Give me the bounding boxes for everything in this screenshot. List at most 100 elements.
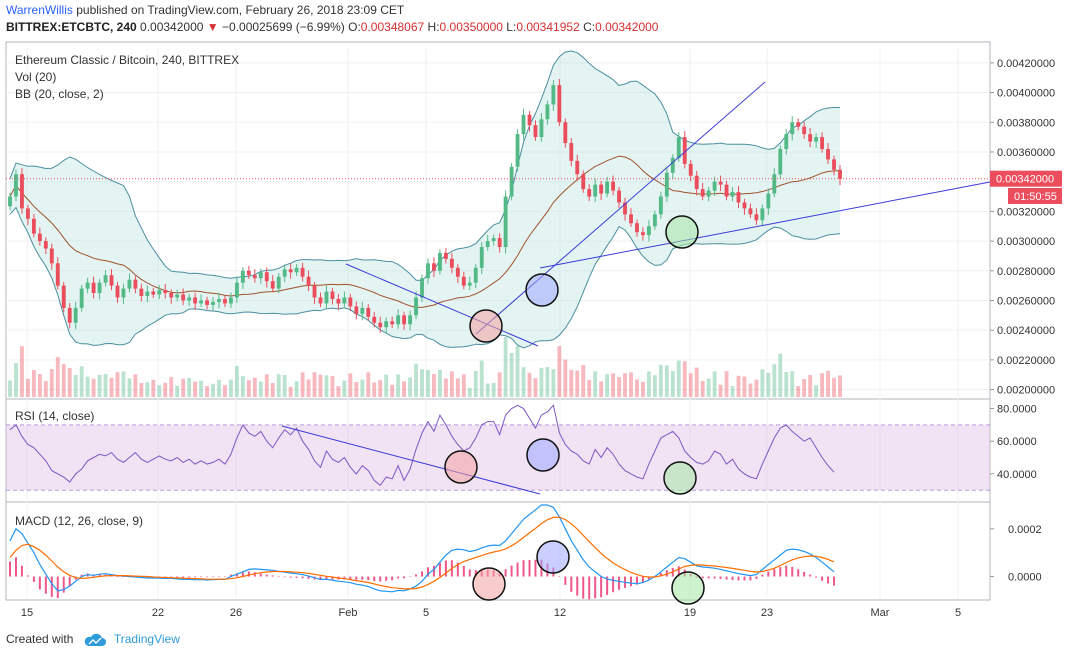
candle-body [664,172,669,197]
histogram-bar [217,576,220,578]
histogram-bar [564,576,567,585]
trend-lines[interactable] [281,81,991,495]
trend-line-rsi[interactable] [281,425,541,495]
volume-bar [617,377,621,397]
price-axis[interactable]: 0.00420000 0.00400000 0.00380000 0.00360000… [990,58,1055,397]
candle-body [169,293,174,298]
tradingview-link[interactable]: TradingView [113,632,180,646]
volume-bar [646,371,651,397]
trend-line-down-price[interactable] [345,263,539,347]
volume-bar [246,380,251,397]
candle-body [778,148,783,175]
histogram-bar [80,574,83,577]
candle-body [8,196,12,207]
volume-bar [581,365,586,397]
trend-line-up-steep[interactable] [475,81,766,335]
histogram-bar [797,569,800,577]
volume-bar [270,383,275,397]
candle-body [629,214,633,224]
histogram-bar [432,565,435,577]
volume-bar [252,377,257,397]
histogram-bar [265,574,268,577]
volume-bar [503,337,508,397]
time-tick-label: Feb [339,607,358,619]
histogram-bar [9,561,11,577]
candle-body [67,307,72,323]
histogram-bar [809,574,812,577]
open-label: O: [348,20,361,34]
volume-bar [37,374,42,397]
rsi-tick-label: 40.0000 [997,469,1037,481]
volume-bar [306,379,311,397]
rsi-axis[interactable]: 80.0000 60.0000 40.0000 [990,404,1037,481]
candle-body [432,263,436,271]
candle-body [641,232,645,236]
volume-bar [694,367,699,397]
volume-bar [533,378,538,397]
circle-blue-rsi[interactable] [526,438,560,472]
volume-bar [396,374,401,397]
price-tag-box [990,170,1062,187]
macd-axis[interactable]: 0.0002 0.0000 [990,524,1042,584]
histogram-bar [456,562,459,577]
candle-body [360,307,365,314]
histogram-bar [665,570,668,577]
author-link[interactable]: WarrenWillis [6,3,73,17]
candle-body [25,208,30,219]
candle-body [205,300,209,305]
volume-bar [139,383,144,397]
rsi-tick-label: 60.0000 [997,436,1037,448]
circle-blue-price[interactable] [525,273,559,307]
histogram-bar [38,576,41,590]
volume-bar [539,367,544,397]
volume-bar [276,374,281,397]
volume-bar [229,379,233,397]
candle-body [175,294,180,298]
histogram-bar [612,576,615,593]
histogram-bar [444,560,447,577]
circle-blue-macd[interactable] [536,540,570,574]
histogram-bar [606,576,609,595]
histogram-bar [122,576,125,578]
candle-body [211,301,215,305]
trend-line-support[interactable] [539,181,991,269]
volume-bar [461,374,466,397]
circle-green-price[interactable] [665,215,699,249]
volume-bar [838,375,842,397]
volume-bar [587,380,592,397]
volume-bar [145,382,150,397]
candle-body [14,174,18,197]
volume-bar [8,380,12,397]
candle-body [587,189,592,197]
volume-bar [772,364,777,397]
price-tick-label: 0.00200000 [997,385,1055,397]
rsi-band [6,424,990,491]
circle-green-macd[interactable] [671,571,705,605]
time-axis[interactable]: 15 22 26 Feb 5 12 19 23 Mar 5 [21,607,961,619]
histogram-bar [725,576,728,580]
circle-red-price[interactable] [469,309,503,343]
candle-body [670,157,675,173]
volume-bar [85,376,90,397]
chart-canvas[interactable]: Ethereum Classic / Bitcoin, 240, BITTREX… [0,40,1068,626]
circle-green-rsi[interactable] [663,461,697,495]
circle-red-rsi[interactable] [444,450,478,484]
time-tick-label: 23 [761,607,773,619]
volume-bar [414,363,418,397]
volume-bar [390,384,395,397]
histogram-bar [331,576,334,580]
histogram-bar [803,571,806,577]
histogram-bar [576,576,579,596]
circle-red-macd[interactable] [472,567,506,601]
candle-body [282,269,287,277]
histogram-bar [289,576,292,578]
histogram-bar [815,576,818,578]
histogram-bar [438,562,441,577]
histogram-bar [355,576,358,580]
volume-bar [67,368,72,397]
histogram-bar [62,576,65,593]
annotation-circles[interactable] [444,215,705,605]
volume-bar [515,345,520,397]
histogram-bar [779,567,782,577]
histogram-bar [558,576,561,577]
